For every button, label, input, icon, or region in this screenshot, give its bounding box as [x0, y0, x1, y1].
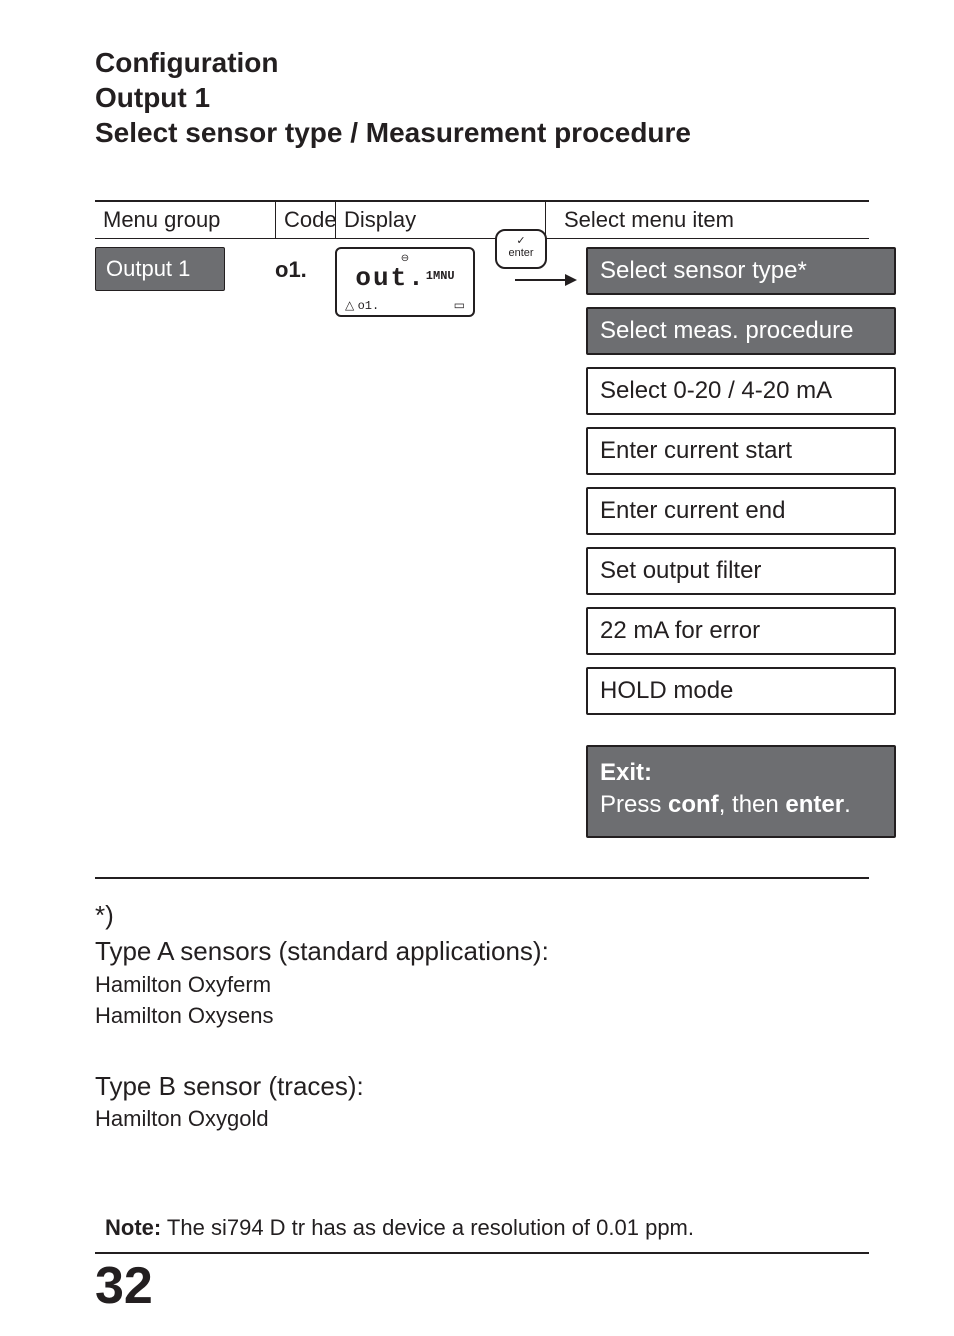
- exit-enter: enter: [785, 791, 844, 818]
- menu-item: Enter current end: [586, 487, 896, 535]
- enter-key: ✓ enter: [495, 229, 547, 269]
- lcd-main-text: out.1MNU: [337, 263, 473, 293]
- menu-item: Set output filter: [586, 547, 896, 595]
- lcd-bot-right-icon: ▭: [454, 298, 465, 313]
- lcd-bottom: △ o1. ▭: [345, 298, 465, 313]
- type-a-2: Hamilton Oxysens: [95, 1001, 869, 1032]
- enter-label: enter: [497, 247, 545, 259]
- note-text: The si794 D tr has as device a resolutio…: [161, 1215, 694, 1240]
- menu-item: Enter current start: [586, 427, 896, 475]
- heading-l2: Output 1: [95, 80, 869, 115]
- exit-conf: conf: [668, 791, 719, 818]
- page-heading: Configuration Output 1 Select sensor typ…: [95, 45, 869, 150]
- type-b-title: Type B sensor (traces):: [95, 1068, 869, 1104]
- note-label: Note:: [105, 1215, 161, 1240]
- lcd-triangle-icon: △ o1.: [345, 298, 379, 313]
- exit-title: Exit:: [600, 759, 652, 786]
- menu-item: HOLD mode: [586, 667, 896, 715]
- lcd-tri: △: [345, 298, 354, 312]
- type-a-1: Hamilton Oxyferm: [95, 970, 869, 1001]
- menu-item-list: Select sensor type* Select meas. procedu…: [586, 247, 896, 850]
- type-b-1: Hamilton Oxygold: [95, 1104, 869, 1135]
- table-header: Menu group Code Display Select menu item: [95, 202, 869, 238]
- heading-l3: Select sensor type / Measurement procedu…: [95, 115, 869, 150]
- page-number: 32: [95, 1252, 869, 1316]
- note: Note: The si794 D tr has as device a res…: [105, 1215, 869, 1241]
- table-row: Output 1 o1. ⊖ out.1MNU △ o1. ▭ ✓ enter …: [95, 239, 869, 317]
- menu-item: 22 mA for error: [586, 607, 896, 655]
- th-code: Code: [275, 202, 335, 238]
- lcd-bot-left: o1.: [358, 299, 380, 313]
- check-icon: ✓: [497, 235, 545, 247]
- exit-mid: , then: [719, 791, 786, 818]
- menu-item: Select sensor type*: [586, 247, 896, 295]
- heading-l1: Configuration: [95, 45, 869, 80]
- footnote: *) Type A sensors (standard applications…: [95, 897, 869, 1135]
- lcd-display: ⊖ out.1MNU △ o1. ▭: [335, 247, 475, 317]
- exit-end: .: [844, 791, 851, 818]
- footnote-star: *): [95, 897, 869, 933]
- menu-item: Select 0-20 / 4-20 mA: [586, 367, 896, 415]
- menu-group-chip: Output 1: [95, 247, 225, 291]
- th-menu: Menu group: [95, 202, 275, 238]
- type-a-title: Type A sensors (standard applications):: [95, 933, 869, 969]
- section-rule: [95, 877, 869, 879]
- arrow-right-icon: [515, 279, 575, 281]
- exit-box: Exit: Press conf, then enter.: [586, 745, 896, 838]
- menu-item: Select meas. procedure: [586, 307, 896, 355]
- code-cell: o1.: [275, 247, 335, 283]
- exit-pre: Press: [600, 791, 668, 818]
- lcd-main: out.: [355, 263, 425, 293]
- th-select: Select menu item: [545, 202, 869, 238]
- lcd-sub: 1MNU: [426, 269, 455, 283]
